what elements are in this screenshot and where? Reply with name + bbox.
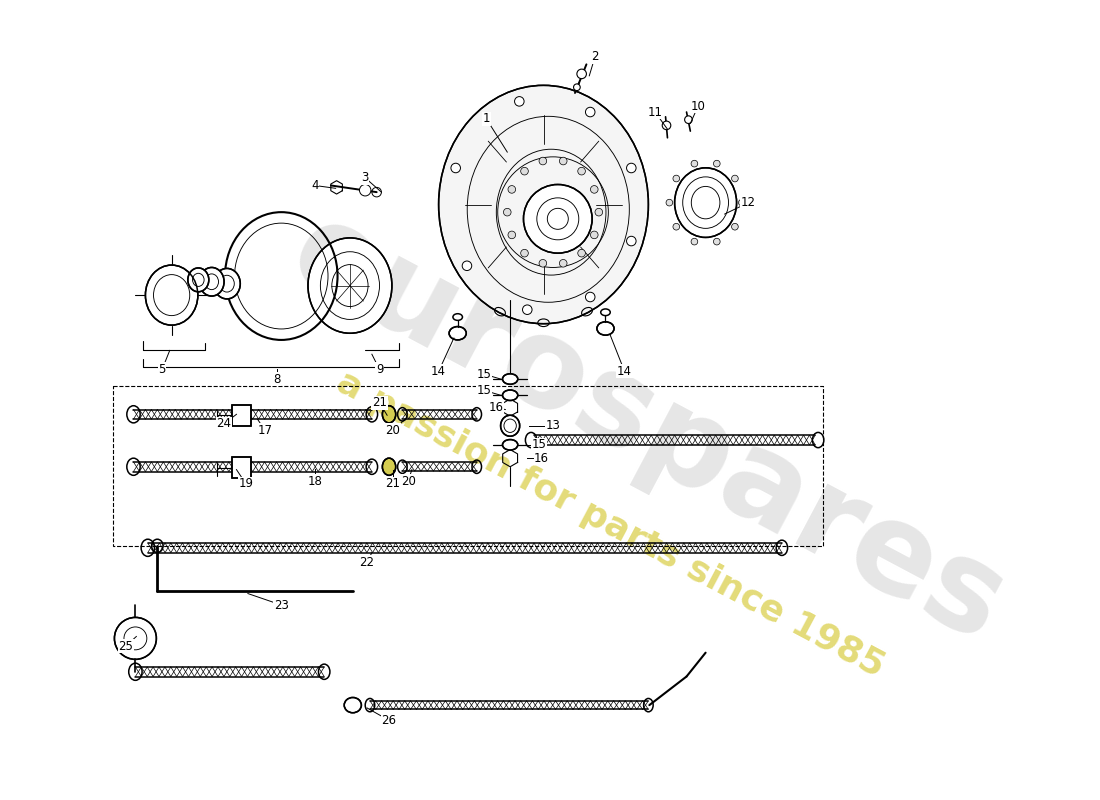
Ellipse shape xyxy=(199,267,224,296)
Circle shape xyxy=(673,223,680,230)
Text: 18: 18 xyxy=(307,474,322,487)
Circle shape xyxy=(576,69,586,78)
Circle shape xyxy=(360,185,371,196)
Circle shape xyxy=(560,158,566,165)
Bar xyxy=(232,458,251,478)
Circle shape xyxy=(585,292,595,302)
Circle shape xyxy=(627,236,636,246)
Ellipse shape xyxy=(213,269,240,299)
Circle shape xyxy=(714,238,720,245)
Circle shape xyxy=(520,167,528,175)
Circle shape xyxy=(591,231,598,238)
Circle shape xyxy=(524,185,592,253)
Circle shape xyxy=(673,175,680,182)
Text: 23: 23 xyxy=(274,598,288,611)
Circle shape xyxy=(595,208,603,216)
Circle shape xyxy=(573,84,580,90)
Ellipse shape xyxy=(503,439,518,450)
Text: 12: 12 xyxy=(741,196,756,209)
Bar xyxy=(232,458,251,478)
Text: 11: 11 xyxy=(648,106,662,118)
Circle shape xyxy=(539,259,547,267)
Text: 15: 15 xyxy=(477,368,492,381)
Text: 8: 8 xyxy=(273,373,280,386)
Circle shape xyxy=(691,238,697,245)
Ellipse shape xyxy=(601,309,610,316)
Bar xyxy=(112,386,823,546)
Circle shape xyxy=(522,305,532,314)
Text: 22: 22 xyxy=(360,555,375,569)
Text: 5: 5 xyxy=(158,363,166,376)
Circle shape xyxy=(560,259,566,267)
Circle shape xyxy=(578,167,585,175)
Circle shape xyxy=(732,223,738,230)
Ellipse shape xyxy=(383,406,396,423)
Text: 4: 4 xyxy=(311,179,318,192)
Text: 3: 3 xyxy=(362,171,369,184)
Text: 16: 16 xyxy=(488,401,504,414)
Text: 19: 19 xyxy=(239,478,253,490)
Ellipse shape xyxy=(674,168,737,238)
Ellipse shape xyxy=(308,238,392,334)
Circle shape xyxy=(591,186,598,194)
Ellipse shape xyxy=(439,86,648,324)
Text: 20: 20 xyxy=(400,474,416,487)
Circle shape xyxy=(508,186,516,194)
Circle shape xyxy=(520,250,528,257)
Text: 25: 25 xyxy=(119,639,133,653)
Circle shape xyxy=(114,618,156,659)
Circle shape xyxy=(508,231,516,238)
Text: 14: 14 xyxy=(617,365,632,378)
Text: 21: 21 xyxy=(385,478,400,490)
Circle shape xyxy=(585,107,595,117)
Text: 13: 13 xyxy=(546,419,561,432)
Circle shape xyxy=(515,97,524,106)
Text: 26: 26 xyxy=(382,714,396,727)
Circle shape xyxy=(578,250,585,257)
Bar xyxy=(232,405,251,426)
Circle shape xyxy=(662,121,671,130)
Circle shape xyxy=(714,160,720,167)
Text: 2: 2 xyxy=(591,50,598,63)
Ellipse shape xyxy=(449,326,466,340)
Ellipse shape xyxy=(188,268,209,292)
Text: 21: 21 xyxy=(372,396,387,410)
Text: 15: 15 xyxy=(477,384,492,397)
Circle shape xyxy=(627,163,636,173)
Text: 1: 1 xyxy=(483,112,490,126)
Text: 24: 24 xyxy=(217,418,232,430)
Circle shape xyxy=(462,261,472,270)
Circle shape xyxy=(539,158,547,165)
Ellipse shape xyxy=(503,374,518,384)
Ellipse shape xyxy=(383,458,396,475)
Ellipse shape xyxy=(597,322,614,335)
Ellipse shape xyxy=(500,415,519,436)
Bar xyxy=(232,405,251,426)
Circle shape xyxy=(666,199,673,206)
Text: 10: 10 xyxy=(691,100,705,113)
Circle shape xyxy=(504,208,512,216)
Circle shape xyxy=(738,199,745,206)
Ellipse shape xyxy=(453,314,462,320)
Text: a passion for parts since 1985: a passion for parts since 1985 xyxy=(331,365,890,683)
Circle shape xyxy=(691,160,697,167)
Text: 16: 16 xyxy=(535,452,549,465)
Ellipse shape xyxy=(145,265,198,325)
Text: 17: 17 xyxy=(257,424,273,437)
Ellipse shape xyxy=(503,390,518,401)
Circle shape xyxy=(684,116,692,123)
Text: eurospares: eurospares xyxy=(271,190,1025,667)
Circle shape xyxy=(732,175,738,182)
Ellipse shape xyxy=(344,698,362,713)
Text: 20: 20 xyxy=(385,424,400,437)
Circle shape xyxy=(451,163,461,173)
Text: 9: 9 xyxy=(376,363,383,376)
Text: 15: 15 xyxy=(531,438,547,451)
Text: 14: 14 xyxy=(431,365,447,378)
